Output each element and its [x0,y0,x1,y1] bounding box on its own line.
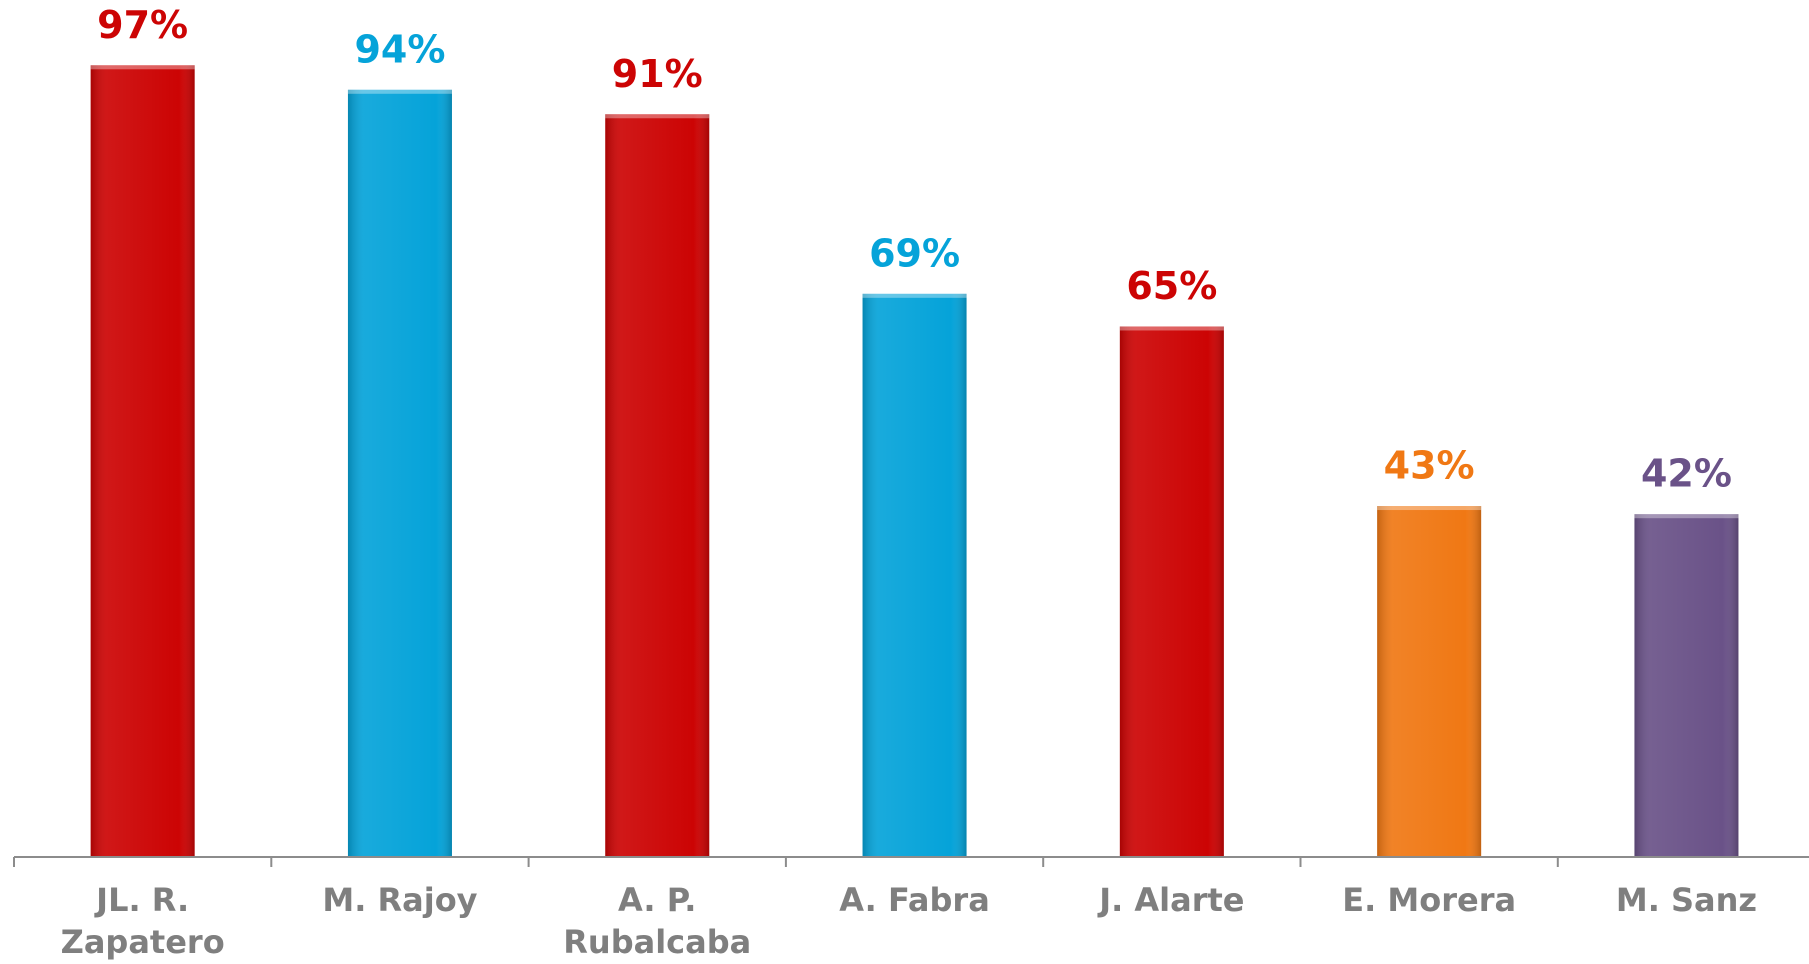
value-label: 65% [1126,264,1217,308]
bar-cap [1377,506,1482,511]
bar-cap [605,114,710,119]
value-label: 69% [869,231,960,275]
bar-cap [347,89,452,94]
x-tick-label: J. Alarte [1097,881,1244,919]
bar-shine [862,293,967,857]
bar-shine [1634,514,1739,857]
value-label: 42% [1641,452,1732,496]
bar-shine [347,89,452,858]
x-tick-label: Zapatero [61,923,225,961]
value-label: 94% [354,27,445,71]
x-tick-label: M. Sanz [1616,881,1757,919]
x-tick-label: A. P. [618,881,696,919]
x-tick-label: A. Fabra [839,881,990,919]
value-label: 97% [97,3,188,47]
bar-cap [862,293,967,298]
x-tick-label: JL. R. [94,881,189,919]
x-tick-label: E. Morera [1342,881,1516,919]
x-tick-label: Rubalcaba [563,923,751,961]
bar-shine [1377,506,1482,857]
x-tick-label: M. Rajoy [322,881,477,919]
bar-shine [90,65,195,858]
bar-cap [1634,514,1739,519]
bar-cap [90,65,195,70]
bar-shine [1119,326,1224,857]
value-label: 91% [612,52,703,96]
bar-shine [605,114,710,858]
value-label: 43% [1384,444,1475,488]
bar-cap [1119,326,1224,331]
